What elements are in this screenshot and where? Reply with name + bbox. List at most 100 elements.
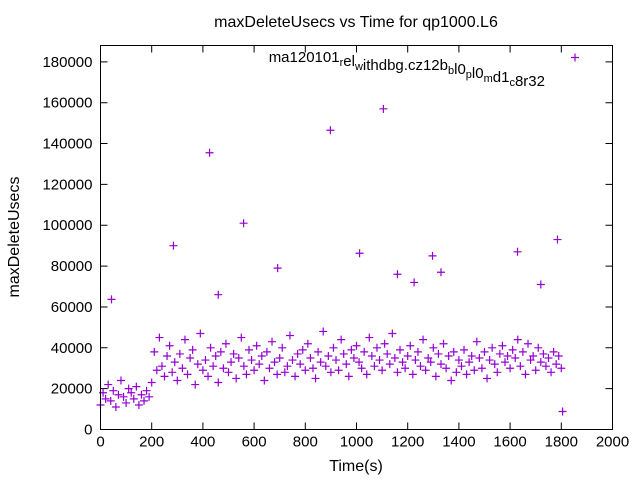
data-point xyxy=(227,358,236,367)
data-point xyxy=(401,364,410,373)
data-point xyxy=(111,403,120,412)
data-point xyxy=(544,354,553,363)
x-tick-label: 1800 xyxy=(545,434,578,451)
data-point xyxy=(260,376,269,385)
data-point xyxy=(521,370,530,379)
data-point xyxy=(357,364,366,373)
data-point xyxy=(101,394,110,403)
data-point xyxy=(234,354,243,363)
data-point xyxy=(273,264,282,273)
data-point xyxy=(319,327,328,336)
data-point xyxy=(257,351,266,360)
data-point xyxy=(109,386,118,395)
data-point xyxy=(513,247,522,256)
data-point xyxy=(216,347,225,356)
data-point xyxy=(163,351,172,360)
data-point xyxy=(536,358,545,367)
data-point xyxy=(367,351,376,360)
data-point xyxy=(495,349,504,358)
data-point xyxy=(288,356,297,365)
data-point xyxy=(449,347,458,356)
data-point xyxy=(344,372,353,381)
data-point xyxy=(168,368,177,377)
data-point xyxy=(119,392,128,401)
data-point xyxy=(132,382,141,391)
data-point xyxy=(477,364,486,373)
data-point xyxy=(396,345,405,354)
data-point xyxy=(485,356,494,365)
data-point xyxy=(224,368,233,377)
data-point xyxy=(413,347,422,356)
data-point xyxy=(362,370,371,379)
data-point xyxy=(554,351,563,360)
y-axis-label: maxDeleteUsecs xyxy=(6,177,23,298)
data-point xyxy=(285,331,294,340)
data-point xyxy=(214,290,223,299)
data-point xyxy=(553,235,562,244)
data-point xyxy=(265,364,274,373)
data-point xyxy=(531,366,540,375)
data-point xyxy=(280,368,289,377)
data-point xyxy=(332,356,341,365)
data-point xyxy=(308,364,317,373)
data-point xyxy=(201,356,210,365)
data-point xyxy=(498,341,507,350)
data-point xyxy=(242,370,251,379)
data-point xyxy=(467,351,476,360)
data-point xyxy=(137,390,146,399)
axis-ticks: 0 200 400 600 800 1000 1200 1400 1600 1800 2000020… xyxy=(42,45,629,451)
data-point xyxy=(465,358,474,367)
data-point xyxy=(283,362,292,371)
data-point xyxy=(370,362,379,371)
x-axis-label: Time(s) xyxy=(329,458,383,475)
data-point xyxy=(454,356,463,365)
data-point xyxy=(316,358,325,367)
data-point xyxy=(390,354,399,363)
data-point xyxy=(431,372,440,381)
data-point xyxy=(209,362,218,371)
y-tick-label: 20000 xyxy=(51,381,93,398)
data-point xyxy=(411,356,420,365)
data-point xyxy=(480,347,489,356)
data-point xyxy=(360,347,369,356)
y-tick-label: 100000 xyxy=(42,217,92,234)
data-point xyxy=(457,362,466,371)
data-point xyxy=(429,343,438,352)
data-point xyxy=(524,339,533,348)
data-point xyxy=(252,341,261,350)
data-point xyxy=(122,398,131,407)
data-point xyxy=(303,339,312,348)
data-point xyxy=(536,280,545,289)
data-point xyxy=(342,360,351,369)
data-point xyxy=(460,345,469,354)
data-point xyxy=(124,384,133,393)
data-point xyxy=(291,372,300,381)
data-point xyxy=(439,339,448,348)
x-tick-label: 400 xyxy=(190,434,215,451)
data-point xyxy=(355,358,364,367)
legend: ma120101relwithdbg.cz12bbl0pl0md1c8r32 xyxy=(269,49,579,90)
data-point xyxy=(244,345,253,354)
data-point xyxy=(107,295,116,304)
y-tick-label: 0 xyxy=(84,422,92,439)
data-point xyxy=(180,335,189,344)
x-tick-label: 200 xyxy=(139,434,164,451)
data-point xyxy=(106,396,115,405)
data-point xyxy=(428,251,437,260)
data-point xyxy=(436,360,445,369)
chart-title: maxDeleteUsecs vs Time for qp1000.L6 xyxy=(214,14,498,31)
data-point xyxy=(186,354,195,363)
data-point xyxy=(380,339,389,348)
data-point xyxy=(526,356,535,365)
x-tick-label: 0 xyxy=(96,434,104,451)
data-point xyxy=(452,368,461,377)
y-tick-label: 120000 xyxy=(42,176,92,193)
data-point xyxy=(247,356,256,365)
data-point xyxy=(552,360,561,369)
data-point xyxy=(349,354,358,363)
data-point xyxy=(239,362,248,371)
data-point xyxy=(547,368,556,377)
data-point xyxy=(339,349,348,358)
data-point xyxy=(311,374,320,383)
data-point xyxy=(337,335,346,344)
